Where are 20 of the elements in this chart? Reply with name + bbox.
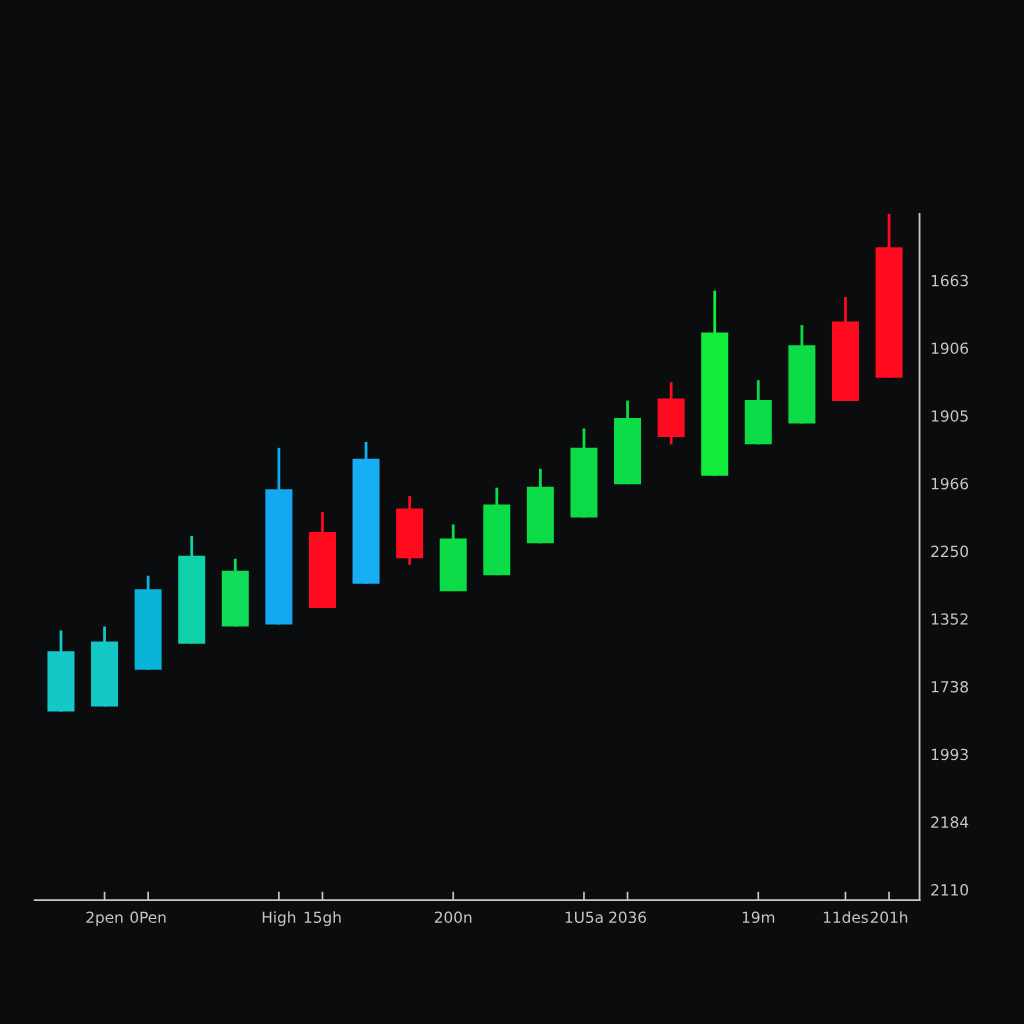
text: 2184 (931, 816, 969, 828)
x-tick-label: 11des (823, 911, 868, 924)
x-tick-label: 200n (434, 911, 472, 924)
x-tick-label: 2036 (609, 911, 647, 924)
x-tick-label: 201h (870, 911, 908, 924)
x-tick-label: 19m (742, 911, 775, 924)
text: 1993 (931, 748, 968, 761)
text: 2250 (931, 545, 969, 558)
text: 1966 (931, 477, 969, 490)
text: 1352 (931, 613, 968, 625)
x-tick-label: 1U5a (565, 911, 603, 924)
x-tick-label: High (262, 911, 296, 926)
text: 1905 (931, 410, 968, 422)
text: 2110 (931, 884, 969, 896)
x-tick-label: 15gh (304, 911, 341, 926)
x-tick-label: 2pen (86, 911, 123, 926)
x-tick-label: 0Pen (130, 911, 166, 924)
text: 1738 (931, 680, 968, 693)
text: 1663 (931, 274, 968, 287)
text: 1906 (931, 342, 969, 355)
